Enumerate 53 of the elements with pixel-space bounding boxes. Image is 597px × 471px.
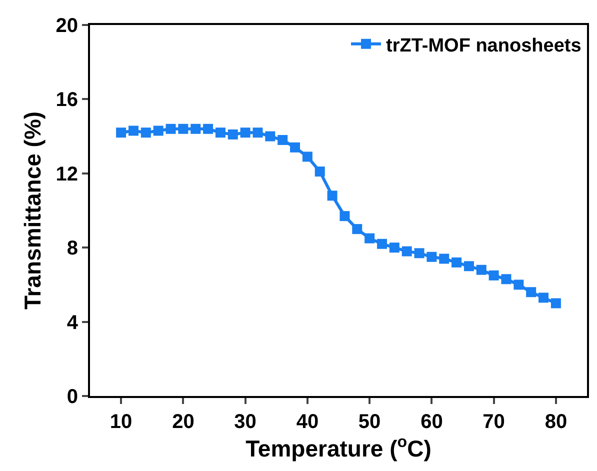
- x-tick-label: 70: [482, 411, 505, 433]
- point: [128, 126, 138, 136]
- point: [550, 298, 561, 308]
- y-axis-title: Transmittance (%): [20, 111, 46, 310]
- point: [190, 124, 201, 134]
- point: [302, 152, 312, 162]
- point: [252, 128, 263, 138]
- point: [140, 128, 151, 138]
- point: [153, 126, 164, 136]
- x-tick-label: 40: [296, 411, 319, 433]
- point: [116, 128, 126, 138]
- y-tick-label: 0: [66, 386, 78, 408]
- x-tick-label: 80: [544, 411, 568, 433]
- y-tick-label: 20: [56, 15, 78, 37]
- x-tick-label: 60: [420, 411, 443, 433]
- x-tick-label: 10: [110, 411, 132, 433]
- point: [389, 242, 400, 253]
- x-tick-label: 30: [234, 411, 256, 433]
- point: [452, 257, 462, 268]
- point: [501, 274, 512, 284]
- point: [538, 292, 549, 303]
- point: [426, 252, 437, 262]
- y-tick-label: 12: [56, 163, 78, 186]
- y-tick-label: 16: [56, 89, 78, 112]
- point: [340, 211, 350, 222]
- point: [265, 131, 276, 142]
- point: [526, 287, 536, 298]
- point: [228, 129, 238, 140]
- point: [464, 261, 474, 272]
- point: [414, 248, 424, 258]
- y-tick-label: 8: [66, 238, 78, 260]
- point: [278, 135, 288, 146]
- x-tick-label: 50: [358, 411, 381, 433]
- point: [352, 224, 362, 234]
- x-axis-title: Temperature ($^{o}$C): [246, 433, 432, 462]
- point: [476, 264, 486, 275]
- point: [290, 142, 300, 152]
- point: [514, 280, 524, 290]
- point: [327, 190, 338, 201]
- x-tick-label: 20: [172, 411, 194, 433]
- point: [314, 166, 325, 177]
- point: [178, 124, 188, 134]
- point: [166, 124, 176, 134]
- point: [376, 238, 387, 249]
- point: [240, 128, 250, 138]
- legend-label: trZT-MOF nanosheets: [386, 35, 582, 56]
- point: [402, 246, 412, 256]
- y-tick-label: 4: [66, 312, 79, 334]
- point: [488, 270, 499, 280]
- point: [364, 233, 375, 244]
- point: [203, 124, 214, 134]
- point: [215, 128, 226, 138]
- point: [439, 254, 450, 264]
